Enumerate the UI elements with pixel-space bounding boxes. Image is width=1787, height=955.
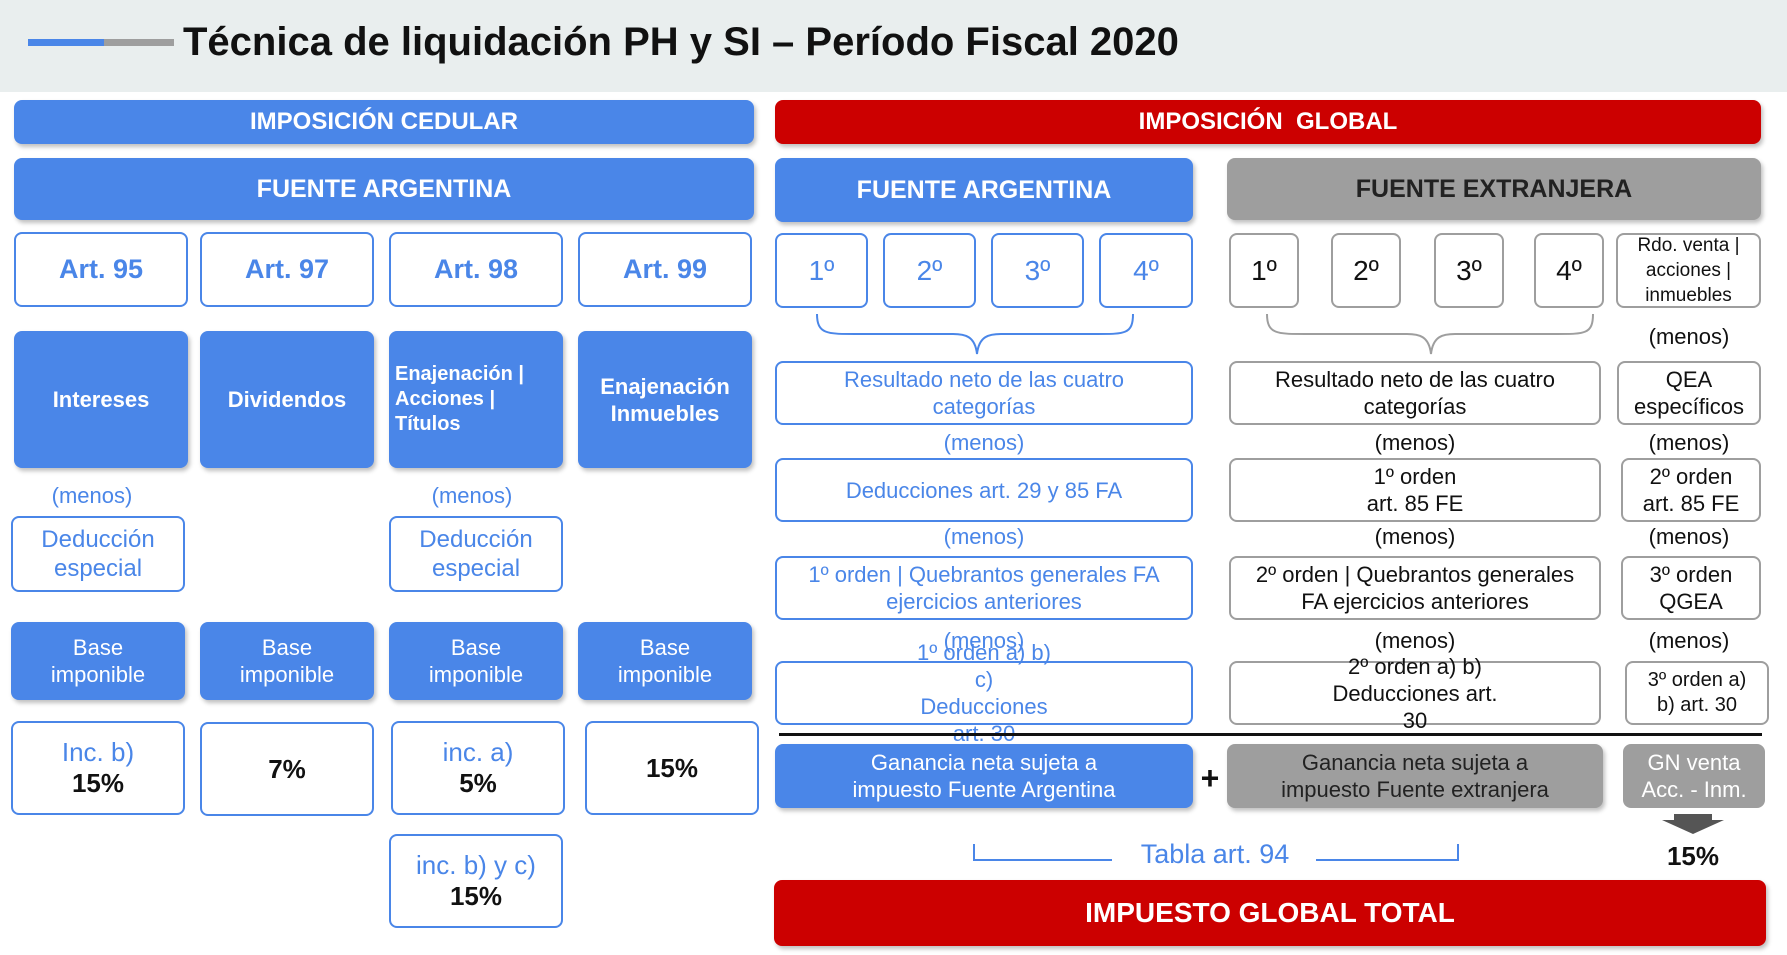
menos-label: (menos) [1374, 524, 1456, 549]
deduccion-especial: Deducción especial [389, 516, 563, 592]
gn-venta-rate: 15% [1666, 841, 1720, 871]
fe-resultado-neto: Resultado neto de las cuatro categorías [1229, 361, 1601, 425]
base-imponible: Base imponible [389, 622, 563, 700]
ar-category-2: 2º [883, 233, 976, 308]
menos-label: (menos) [943, 430, 1025, 455]
ar-category-1: 1º [775, 233, 868, 308]
title-accent-blue [28, 39, 104, 46]
menos-label: (menos) [1648, 430, 1730, 455]
menos-label: (menos) [1374, 430, 1456, 455]
category-enajenacion-acciones: Enajenación | Acciones | Títulos [389, 331, 563, 468]
article-99: Art. 99 [578, 232, 752, 307]
ar-brace [816, 313, 1134, 355]
article-97: Art. 97 [200, 232, 374, 307]
fe-orden-2: 2º orden art. 85 FE [1621, 458, 1761, 522]
base-imponible: Base imponible [11, 622, 185, 700]
menos-label: (menos) [1374, 628, 1456, 653]
rate-percent: 15% [71, 768, 125, 798]
global-fuente-argentina-header: FUENTE ARGENTINA [775, 158, 1193, 222]
menos-label: (menos) [943, 524, 1025, 549]
rate-inciso: inc. a) [442, 737, 514, 767]
menos-label: (menos) [1648, 628, 1730, 653]
rate-percent: 15% [449, 881, 503, 911]
category-enajenacion-inmuebles: Enajenación Inmuebles [578, 331, 752, 468]
qea-especificos: QEA específicos [1617, 361, 1761, 425]
menos-label: (menos) [51, 483, 133, 508]
ar-category-4: 4º [1099, 233, 1193, 308]
rate-box-art95: Inc. b) 15% [11, 721, 185, 815]
rate-inciso: inc. b) y c) [416, 850, 536, 880]
title-accent-gray [104, 39, 174, 46]
ar-deducciones: Deducciones art. 29 y 85 FA [775, 458, 1193, 522]
fe-category-4: 4º [1534, 233, 1604, 308]
article-95: Art. 95 [14, 232, 188, 307]
ar-category-3: 3º [991, 233, 1084, 308]
rate-box-art99: 15% [585, 721, 759, 815]
fe-orden-ab: 2º orden a) b) Deducciones art. 30 [1229, 654, 1601, 733]
menos-label: (menos) [431, 483, 513, 508]
rate-box-art98: inc. a) 5% [391, 721, 565, 815]
fe-orden-1: 1º orden art. 85 FE [1229, 458, 1601, 522]
menos-label: (menos) [943, 628, 1025, 653]
fe-orden-3-ab: 3º orden a) b) art. 30 [1625, 661, 1769, 725]
fe-brace [1266, 313, 1594, 355]
rate-percent: 5% [459, 768, 497, 798]
article-98: Art. 98 [389, 232, 563, 307]
ar-orden-abc: 1º orden a) b) c) Deducciones art. 30 [775, 640, 1193, 746]
gn-venta-box: GN venta Acc. - Inm. [1623, 744, 1765, 808]
ar-quebrantos: 1º orden | Quebrantos generales FA ejerc… [775, 556, 1193, 620]
ar-resultado-neto: Resultado neto de las cuatro categorías [775, 361, 1193, 425]
rate-box-art98-bc: inc. b) y c) 15% [389, 834, 563, 928]
fe-ganancia-neta: Ganancia neta sujeta a impuesto Fuente e… [1227, 744, 1603, 808]
menos-label: (menos) [1648, 524, 1730, 549]
rate-inciso: Inc. b) [61, 737, 135, 767]
fe-quebrantos: 2º orden | Quebrantos generales FA ejerc… [1229, 556, 1601, 620]
menos-label: (menos) [1648, 324, 1730, 349]
cedular-fuente-header: FUENTE ARGENTINA [14, 158, 754, 220]
rdo-venta-box: Rdo. venta | acciones | inmuebles [1616, 233, 1761, 308]
page-title: Técnica de liquidación PH y SI – Período… [183, 20, 1179, 64]
rate-box-art97: 7% [200, 722, 374, 816]
base-imponible: Base imponible [578, 622, 752, 700]
arrow-down-icon [1662, 814, 1724, 834]
rate-percent: 7% [268, 753, 306, 784]
deduccion-especial: Deducción especial [11, 516, 185, 592]
plus-sign: + [1200, 759, 1220, 796]
fe-orden-3-qgea: 3º orden QGEA [1621, 556, 1761, 620]
tabla-bracket [973, 844, 1459, 861]
total-separator [779, 733, 1762, 736]
global-fuente-extranjera-header: FUENTE EXTRANJERA [1227, 158, 1761, 220]
category-intereses: Intereses [14, 331, 188, 468]
base-imponible: Base imponible [200, 622, 374, 700]
tabla-art-94: Tabla art. 94 [1140, 838, 1290, 869]
ar-ganancia-neta: Ganancia neta sujeta a impuesto Fuente A… [775, 744, 1193, 808]
rate-percent: 15% [645, 752, 699, 783]
fe-category-2: 2º [1331, 233, 1401, 308]
cedular-banner: IMPOSICIÓN CEDULAR [14, 100, 754, 144]
global-banner: IMPOSICIÓN GLOBAL [775, 100, 1761, 144]
fe-category-1: 1º [1229, 233, 1299, 308]
impuesto-global-total: IMPUESTO GLOBAL TOTAL [774, 880, 1766, 946]
fe-category-3: 3º [1434, 233, 1504, 308]
category-dividendos: Dividendos [200, 331, 374, 468]
title-bar [0, 0, 1787, 92]
